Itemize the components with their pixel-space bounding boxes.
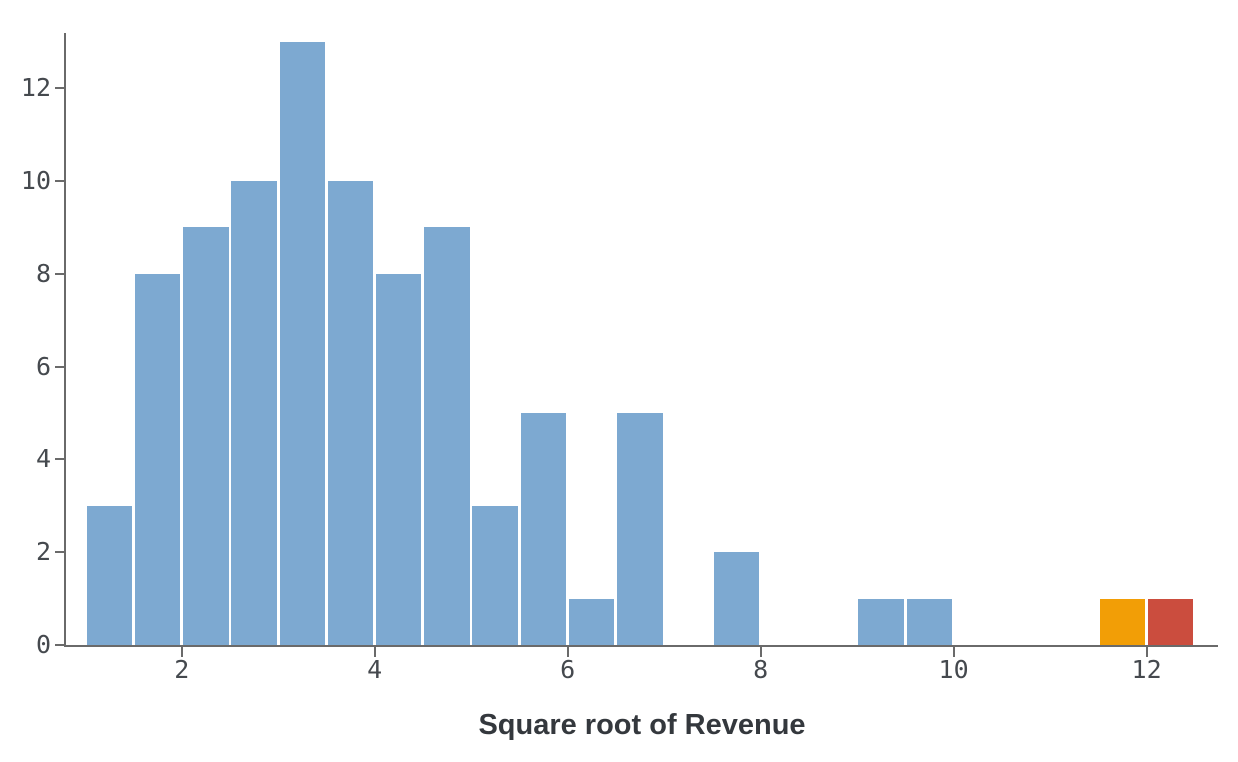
x-tick-label: 6 (560, 655, 576, 684)
x-tick-label: 10 (938, 655, 969, 684)
x-tick-label: 4 (367, 655, 383, 684)
histogram-bar (375, 273, 422, 645)
y-tick-mark (55, 551, 65, 554)
x-tick-mark (759, 647, 762, 657)
x-tick-mark (373, 647, 376, 657)
histogram-bar (520, 413, 567, 645)
histogram-bar (1147, 598, 1194, 645)
y-tick-mark (55, 180, 65, 182)
y-tick-label: 0 (35, 630, 51, 659)
y-tick-label: 8 (35, 258, 51, 288)
y-tick-mark (55, 365, 65, 368)
histogram-bar (183, 227, 229, 645)
histogram-bar (279, 41, 326, 645)
x-tick-label: 8 (753, 655, 769, 684)
bars-layer (66, 33, 1218, 645)
x-tick-label: 12 (1131, 655, 1162, 684)
y-axis-line (64, 33, 66, 647)
histogram-bar (568, 598, 615, 645)
histogram-bar (327, 181, 374, 645)
x-tick-label: 2 (174, 655, 190, 684)
histogram-bar (472, 505, 518, 645)
y-tick-label: 4 (35, 444, 51, 474)
histogram-bar (424, 227, 470, 645)
y-tick-label: 10 (20, 166, 51, 195)
histogram-bar (1099, 598, 1146, 645)
histogram-bar (134, 273, 181, 645)
x-tick-mark (566, 647, 569, 657)
y-tick-label: 6 (35, 351, 51, 381)
histogram-bar (86, 505, 133, 645)
x-axis-line (64, 645, 1218, 647)
x-tick-mark (180, 647, 183, 657)
y-tick-mark (55, 644, 65, 646)
y-tick-label: 12 (20, 73, 51, 103)
histogram-bar (858, 598, 904, 645)
x-tick-mark (1145, 647, 1148, 657)
x-tick-mark (952, 647, 955, 657)
x-axis-title: Square root of Revenue (478, 709, 806, 741)
histogram-bar (617, 413, 663, 645)
y-tick-mark (55, 272, 65, 275)
histogram-bar (231, 181, 277, 645)
y-tick-mark (55, 87, 65, 90)
histogram-bar (906, 598, 953, 645)
histogram-bar (713, 552, 760, 645)
y-tick-mark (55, 458, 65, 461)
y-tick-label: 2 (35, 537, 51, 567)
